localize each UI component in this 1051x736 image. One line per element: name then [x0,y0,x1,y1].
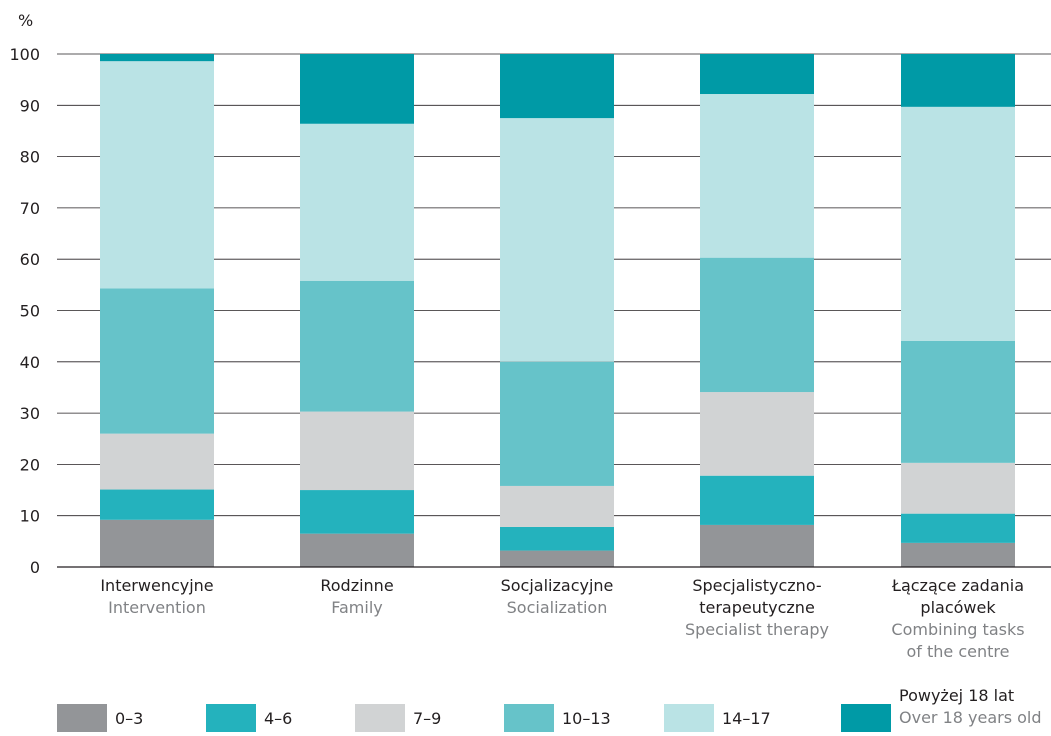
x-category-sublabel: Specialist therapy [685,620,829,639]
bar-segment [700,257,814,393]
y-tick-label: 80 [20,148,40,167]
bar-segment [500,526,614,551]
x-category-sublabel: Socialization [507,598,608,617]
x-category-sublabel: Intervention [108,598,206,617]
bar-segment [700,392,814,476]
bar-segment [300,54,414,124]
y-tick-label: 60 [20,250,40,269]
x-category-sublabel: of the centre [907,642,1010,661]
bar-segment [300,123,414,281]
legend: 0–3 4–6 7–9 10–13 14–17 Powyżej 18 lat Over 18… [57,686,1042,732]
legend-swatch [355,704,405,732]
y-tick-label: 10 [20,507,40,526]
bar-segment [100,489,214,520]
bar-segment [901,106,1015,341]
legend-swatch [664,704,714,732]
x-category-sublabel: Combining tasks [891,620,1024,639]
bar-segment [300,533,414,567]
legend-label: 10–13 [562,709,611,728]
bar-segment [300,411,414,491]
bar-segment [901,340,1015,463]
x-category-label: Specjalistyczno- [692,576,821,595]
y-tick-label: 70 [20,199,40,218]
y-tick-label: 90 [20,96,40,115]
y-tick-label: 30 [20,404,40,423]
bar-segment [500,118,614,362]
legend-label: 7–9 [413,709,441,728]
bar-segment [100,61,214,289]
x-category-label: Socjalizacyjne [501,576,614,595]
bars [100,54,1015,567]
bar-segment [300,280,414,412]
y-axis-ticks: 0 10 20 30 40 50 60 70 80 90 100 [9,45,40,577]
legend-label: 4–6 [264,709,292,728]
legend-swatch [57,704,107,732]
bar-segment [901,54,1015,107]
x-category-label: Łączące zadania [891,576,1024,595]
bar-segment [700,475,814,525]
bar-segment [500,54,614,119]
x-axis-category-labels: Interwencyjne Intervention Rodzinne Family S… [100,576,1024,661]
legend-swatch [206,704,256,732]
x-category-label: Interwencyjne [100,576,213,595]
x-category-label: placówek [920,598,996,617]
bar-segment [100,433,214,490]
bar-segment [700,54,814,95]
y-tick-label: 100 [9,45,40,64]
bar-segment [901,462,1015,514]
bar-segment [500,485,614,527]
legend-label: 14–17 [722,709,771,728]
y-tick-label: 50 [20,302,40,321]
legend-label: 0–3 [115,709,143,728]
bar-segment [100,519,214,567]
legend-swatch [504,704,554,732]
bar-segment [100,54,214,62]
bar-segment [700,524,814,567]
y-tick-label: 40 [20,353,40,372]
bar-segment [500,550,614,567]
bar-segment [300,490,414,534]
bar-segment [100,288,214,434]
y-axis-unit-label: % [18,11,33,30]
y-tick-label: 0 [30,558,40,577]
legend-sublabel: Over 18 years old [899,708,1042,727]
x-category-label: terapeutyczne [699,598,815,617]
x-category-sublabel: Family [331,598,382,617]
bar-segment [901,542,1015,567]
bar-segment [901,513,1015,543]
x-category-label: Rodzinne [320,576,393,595]
y-tick-label: 20 [20,455,40,474]
bar-segment [700,94,814,258]
legend-label: Powyżej 18 lat [899,686,1014,705]
bar-segment [500,361,614,486]
legend-swatch [841,704,891,732]
